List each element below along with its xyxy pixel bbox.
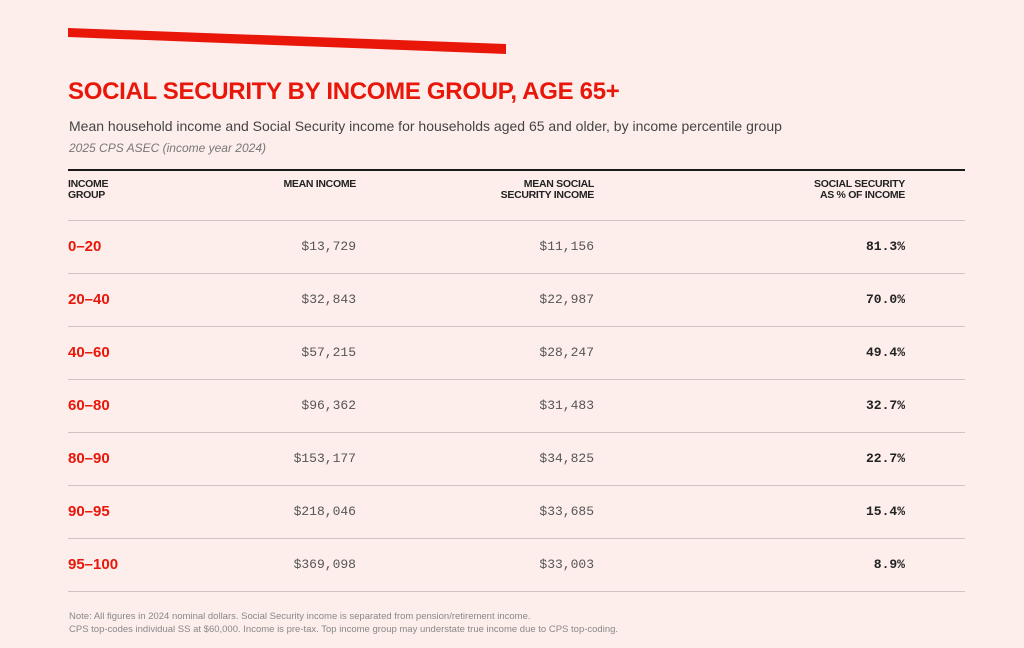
cell-mean-income: $96,362 xyxy=(301,398,356,413)
cell-mean-ss-income: $22,987 xyxy=(539,292,594,307)
income-table: INCOME GROUP MEAN INCOME MEAN SOCIAL SEC… xyxy=(68,169,965,592)
decorative-red-stripe xyxy=(68,28,506,54)
table-row: 20–40 $32,843 $22,987 70.0% xyxy=(68,274,965,327)
cell-income-group: 60–80 xyxy=(68,397,110,414)
cell-ss-pct: 81.3% xyxy=(865,239,905,254)
footnote-1: Note: All figures in 2024 nominal dollar… xyxy=(69,611,531,622)
cell-ss-pct: 70.0% xyxy=(865,292,905,307)
header-income-group: INCOME GROUP xyxy=(68,178,109,201)
cell-mean-ss-income: $28,247 xyxy=(539,345,594,360)
cell-mean-income: $369,098 xyxy=(293,557,356,572)
table-body: 0–20 $13,729 $11,156 81.3% 20–40 $32,843 $22,9… xyxy=(68,221,965,592)
footnote-2: CPS top-codes individual SS at $60,000. … xyxy=(69,624,619,635)
cell-mean-income: $32,843 xyxy=(301,292,356,307)
table-row: 90–95 $218,046 $33,685 15.4% xyxy=(68,486,965,539)
header-ss-pct: SOCIAL SECURITY AS % OF INCOME xyxy=(814,178,905,201)
cell-ss-pct: 22.7% xyxy=(865,451,905,466)
cell-income-group: 90–95 xyxy=(68,503,110,520)
table-row: 40–60 $57,215 $28,247 49.4% xyxy=(68,327,965,380)
table-row: 0–20 $13,729 $11,156 81.3% xyxy=(68,221,965,274)
cell-mean-ss-income: $31,483 xyxy=(539,398,594,413)
table-row: 80–90 $153,177 $34,825 22.7% xyxy=(68,433,965,486)
cell-ss-pct: 49.4% xyxy=(865,345,905,360)
table-header: INCOME GROUP MEAN INCOME MEAN SOCIAL SEC… xyxy=(68,171,965,221)
cell-mean-ss-income: $11,156 xyxy=(539,239,594,254)
table-row: 95–100 $369,098 $33,003 8.9% xyxy=(68,539,965,592)
cell-income-group: 20–40 xyxy=(68,291,110,308)
header-mean-income: MEAN INCOME xyxy=(283,178,356,190)
cell-mean-income: $153,177 xyxy=(293,451,356,466)
cell-ss-pct: 15.4% xyxy=(865,504,905,519)
cell-income-group: 95–100 xyxy=(68,556,119,573)
subtitle: Mean household income and Social Securit… xyxy=(69,118,782,134)
cell-mean-ss-income: $33,685 xyxy=(539,504,594,519)
cell-mean-income: $218,046 xyxy=(293,504,356,519)
cell-income-group: 0–20 xyxy=(68,238,102,255)
header-mean-ss-income: MEAN SOCIAL SECURITY INCOME xyxy=(500,178,595,201)
cell-mean-income: $13,729 xyxy=(301,239,356,254)
table-row: 60–80 $96,362 $31,483 32.7% xyxy=(68,380,965,433)
cell-income-group: 80–90 xyxy=(68,450,110,467)
source-line: 2025 CPS ASEC (income year 2024) xyxy=(69,141,266,155)
cell-mean-ss-income: $33,003 xyxy=(539,557,594,572)
cell-mean-ss-income: $34,825 xyxy=(539,451,594,466)
cell-mean-income: $57,215 xyxy=(301,345,356,360)
cell-ss-pct: 32.7% xyxy=(865,398,905,413)
page-title: SOCIAL SECURITY BY INCOME GROUP, AGE 65+ xyxy=(68,78,620,105)
cell-ss-pct: 8.9% xyxy=(873,557,905,572)
cell-income-group: 40–60 xyxy=(68,344,110,361)
